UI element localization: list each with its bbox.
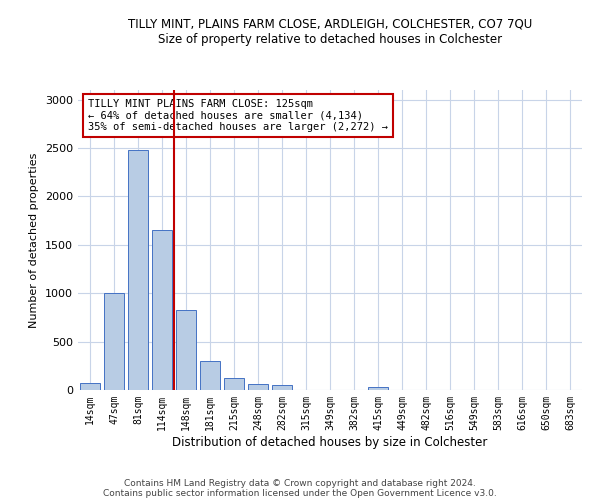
Bar xyxy=(368,387,388,390)
X-axis label: Distribution of detached houses by size in Colchester: Distribution of detached houses by size … xyxy=(172,436,488,448)
Bar xyxy=(80,382,100,390)
Bar xyxy=(224,378,244,390)
Bar xyxy=(248,384,268,390)
Bar xyxy=(152,230,172,390)
Bar xyxy=(200,361,220,390)
Bar xyxy=(128,150,148,390)
Bar xyxy=(104,293,124,390)
Text: Contains HM Land Registry data © Crown copyright and database right 2024.: Contains HM Land Registry data © Crown c… xyxy=(124,478,476,488)
Y-axis label: Number of detached properties: Number of detached properties xyxy=(29,152,40,328)
Text: TILLY MINT PLAINS FARM CLOSE: 125sqm
← 64% of detached houses are smaller (4,134: TILLY MINT PLAINS FARM CLOSE: 125sqm ← 6… xyxy=(88,99,388,132)
Text: TILLY MINT, PLAINS FARM CLOSE, ARDLEIGH, COLCHESTER, CO7 7QU: TILLY MINT, PLAINS FARM CLOSE, ARDLEIGH,… xyxy=(128,18,532,30)
Text: Size of property relative to detached houses in Colchester: Size of property relative to detached ho… xyxy=(158,32,502,46)
Bar xyxy=(176,310,196,390)
Bar xyxy=(272,384,292,390)
Text: Contains public sector information licensed under the Open Government Licence v3: Contains public sector information licen… xyxy=(103,488,497,498)
